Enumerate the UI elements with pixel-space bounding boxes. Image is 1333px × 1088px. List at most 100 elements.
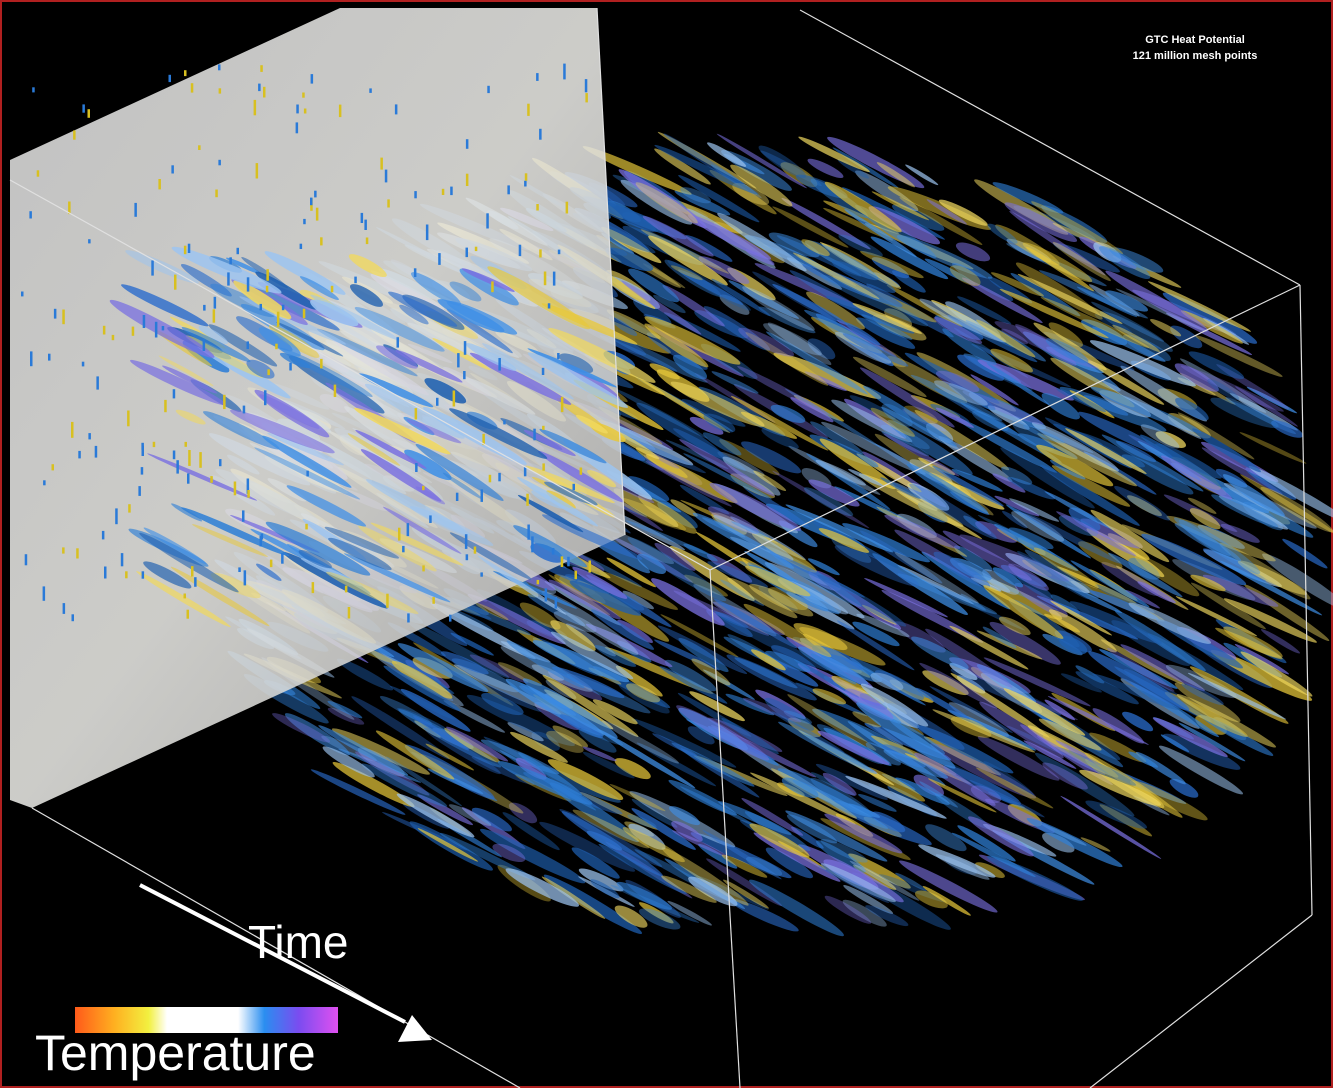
speck (407, 613, 410, 623)
streak (1038, 270, 1149, 319)
streak (852, 356, 927, 398)
streak (376, 345, 418, 369)
speck (188, 450, 191, 466)
streak (548, 327, 656, 383)
streak (842, 899, 887, 927)
speck (498, 472, 501, 482)
streak (561, 811, 663, 877)
streak (262, 435, 352, 488)
speck (198, 145, 201, 150)
streak (299, 276, 339, 301)
streak (1219, 542, 1311, 600)
streak (399, 304, 429, 325)
streak (1202, 574, 1279, 607)
streak (407, 621, 510, 679)
speck (243, 570, 247, 586)
speck (229, 257, 232, 265)
streak (960, 402, 1062, 463)
streak (644, 316, 741, 365)
streak (957, 825, 1016, 862)
streak (973, 575, 1063, 620)
streak (1150, 319, 1182, 337)
speck (465, 554, 469, 561)
streak (720, 579, 765, 606)
streak (553, 611, 597, 633)
speck (115, 508, 118, 525)
speck (386, 593, 389, 608)
speck (507, 185, 510, 195)
streak (1014, 582, 1068, 618)
streak (537, 450, 624, 503)
speck (87, 109, 90, 118)
streak (1042, 762, 1088, 790)
speck (450, 186, 453, 196)
speck (32, 87, 35, 93)
streak (855, 170, 919, 212)
streak (871, 191, 930, 221)
streak (633, 298, 672, 326)
streak (914, 752, 996, 806)
streak (282, 551, 388, 609)
streak (702, 432, 742, 456)
streak (1099, 649, 1178, 689)
streak (793, 623, 848, 651)
streak (502, 812, 560, 851)
streak (753, 470, 787, 492)
streak (585, 623, 673, 668)
streak (859, 367, 955, 428)
streak (685, 235, 733, 262)
speck (347, 607, 351, 619)
speck (158, 179, 161, 190)
streak (881, 431, 930, 457)
speck (551, 548, 555, 555)
streak (659, 666, 728, 704)
streak (872, 553, 968, 615)
streak (640, 229, 730, 274)
speck (246, 277, 250, 292)
streak (848, 853, 911, 889)
streak (609, 316, 638, 337)
streak (749, 823, 810, 858)
speck (42, 586, 46, 601)
streak (878, 874, 947, 903)
streak (753, 832, 841, 882)
streak (383, 665, 461, 712)
streak (831, 675, 885, 704)
streak (264, 251, 346, 295)
streak (722, 456, 781, 496)
speck (120, 553, 124, 567)
streak (1195, 335, 1283, 377)
streak (713, 598, 798, 649)
streak (1174, 682, 1241, 723)
streak (670, 265, 703, 281)
streak (481, 692, 524, 716)
streak (911, 636, 969, 670)
streak (778, 721, 877, 775)
streak (804, 734, 874, 772)
speck (81, 361, 85, 367)
streak (198, 325, 228, 345)
streak (683, 543, 718, 562)
box-edge (799, 9, 1301, 286)
streak (1155, 431, 1187, 448)
streak (801, 239, 830, 256)
streak (1155, 443, 1222, 479)
streak (798, 136, 870, 173)
streak (143, 561, 192, 589)
speck (488, 474, 492, 483)
streak (527, 348, 618, 388)
streak (904, 352, 1000, 404)
streak (709, 482, 802, 531)
streak (807, 558, 840, 576)
speck (184, 70, 187, 77)
streak (960, 593, 986, 611)
streak (449, 281, 482, 302)
streak (815, 459, 867, 486)
streak (571, 847, 620, 879)
front-streaks (21, 63, 664, 628)
streak (181, 507, 290, 557)
speck (314, 190, 317, 198)
speck (253, 99, 257, 116)
streak (415, 486, 446, 505)
streak (1040, 296, 1150, 349)
